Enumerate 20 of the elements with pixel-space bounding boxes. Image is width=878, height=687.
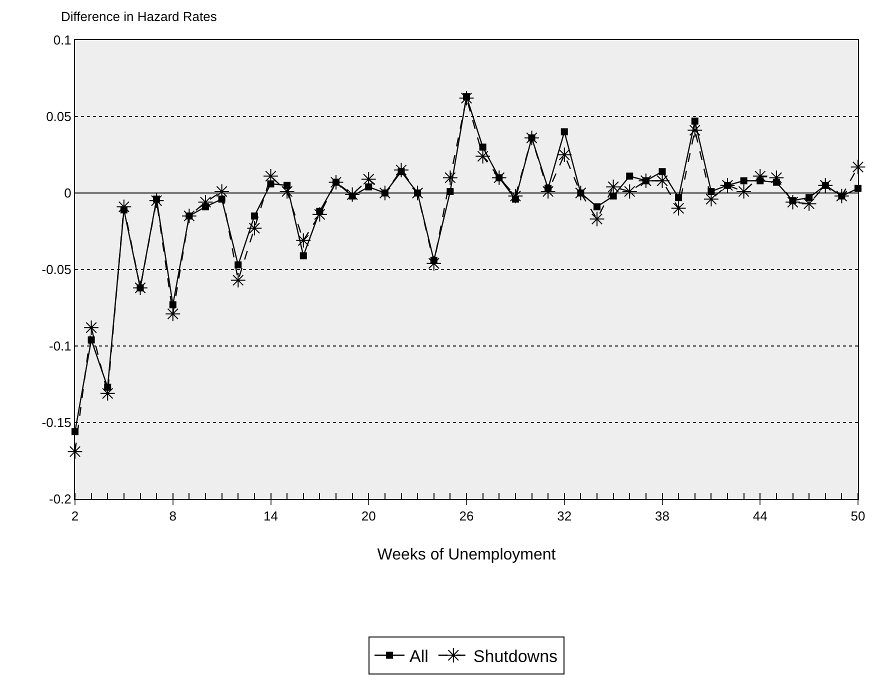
y-tick-label: 0.1 [53, 32, 72, 48]
y-tick-label: -0.2 [48, 492, 72, 507]
x-tick-label: 44 [752, 508, 768, 524]
x-tick-label: 38 [655, 508, 670, 524]
y-tick-label: -0.1 [48, 338, 72, 354]
x-tick-label: 50 [850, 508, 866, 524]
legend-label: All [410, 646, 428, 666]
x-tick-label: 14 [264, 508, 278, 524]
x-tick-label: 8 [169, 508, 176, 524]
legend-label: Shutdowns [473, 646, 558, 666]
x-tick-label: 26 [459, 508, 474, 524]
x-axis-title: Weeks of Unemployment [377, 546, 556, 564]
y-tick-label: 0.05 [46, 109, 72, 124]
y-axis-title: Difference in Hazard Rates [61, 9, 218, 24]
y-tick-label: -0.05 [42, 262, 72, 278]
x-tick-label: 2 [71, 508, 79, 524]
y-tick-label: -0.15 [42, 415, 72, 430]
y-tick-label: 0 [64, 186, 72, 201]
x-tick-label: 32 [557, 508, 572, 524]
x-tick-label: 20 [361, 508, 376, 524]
